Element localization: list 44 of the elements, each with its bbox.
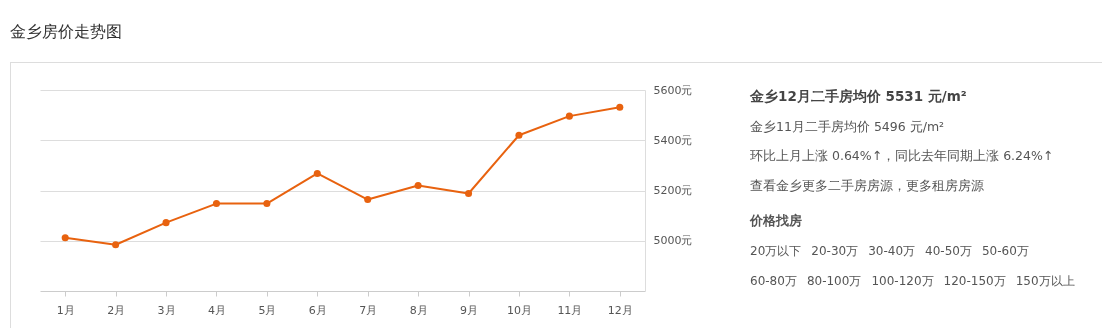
y-tick-label: 5000元 xyxy=(653,234,693,248)
point xyxy=(162,219,170,227)
text: 100-120万 xyxy=(871,273,934,290)
chart-title: 金乡房价走势图 xyxy=(10,22,122,43)
text: 50-60万 xyxy=(981,242,1029,260)
text: 150万以上 xyxy=(1015,273,1075,290)
y-tick-label: 5600元 xyxy=(653,83,693,97)
x-tick-label: 8月 xyxy=(409,303,428,317)
x-tick-label: 5月 xyxy=(258,303,277,317)
x-tick-label: 6月 xyxy=(308,303,327,317)
text: 金乡11月二手房均价 5496 元/m² xyxy=(750,117,946,136)
x-tick-label: 4月 xyxy=(207,303,226,317)
x-tick-label: 7月 xyxy=(359,303,378,317)
x-tick-label: 9月 xyxy=(460,303,479,317)
x-tick-label: 10月 xyxy=(506,303,532,317)
x-tick-label: 3月 xyxy=(157,303,176,317)
text: 60-80万 xyxy=(750,273,797,290)
point xyxy=(212,200,220,208)
text: 40-50万 xyxy=(925,242,972,260)
point xyxy=(616,103,624,111)
point xyxy=(515,131,523,139)
text: 环比上月上涨 0.64%↑，同比去年同期上涨 6.24%↑ xyxy=(750,147,1055,165)
x-tick-label: 11月 xyxy=(557,303,583,317)
x-tick-label: 2月 xyxy=(107,303,126,317)
y-tick-label: 5400元 xyxy=(653,133,693,147)
text: 金乡12月二手房均价 5531 元/m² xyxy=(750,87,968,106)
point xyxy=(465,189,473,198)
point xyxy=(414,181,422,189)
x-tick-label: 1月 xyxy=(56,303,75,317)
point xyxy=(263,200,271,208)
y-tick-label: 5200元 xyxy=(653,184,693,197)
text: 30-40万 xyxy=(868,242,916,260)
point xyxy=(61,234,69,242)
text: 查看金乡更多二手房房源，更多租房房源 xyxy=(750,176,985,195)
point xyxy=(313,169,321,177)
text: 20万以下 xyxy=(750,242,802,260)
x-tick-label: 12月 xyxy=(607,303,633,317)
text: 价格找房 xyxy=(750,212,803,230)
text: 20-30万 xyxy=(811,242,859,260)
point xyxy=(565,112,573,120)
point xyxy=(112,241,120,249)
point xyxy=(364,196,372,204)
text: 80-100万 xyxy=(806,273,862,290)
text: 120-150万 xyxy=(943,273,1006,290)
